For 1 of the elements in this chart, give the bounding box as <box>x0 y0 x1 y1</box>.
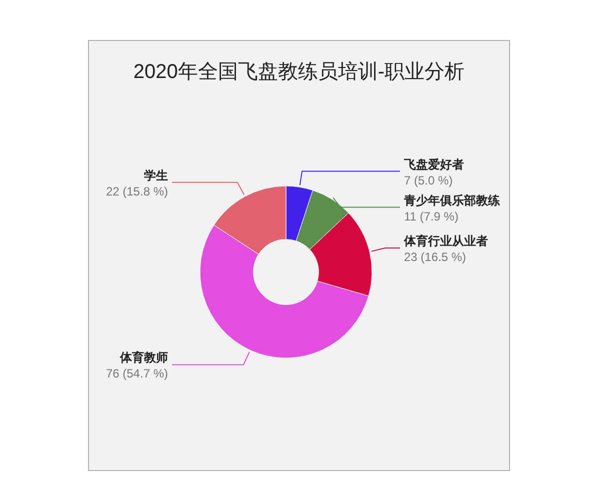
title: 2020年全国飞盘教练员培训-职业分析 <box>133 61 465 83</box>
